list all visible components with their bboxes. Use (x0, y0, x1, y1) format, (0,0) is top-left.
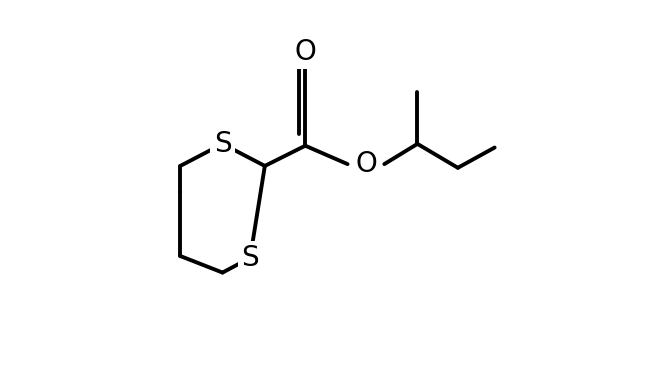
Text: S: S (242, 244, 259, 272)
Text: S: S (214, 130, 231, 158)
Text: O: O (355, 150, 377, 178)
Text: O: O (294, 38, 316, 66)
